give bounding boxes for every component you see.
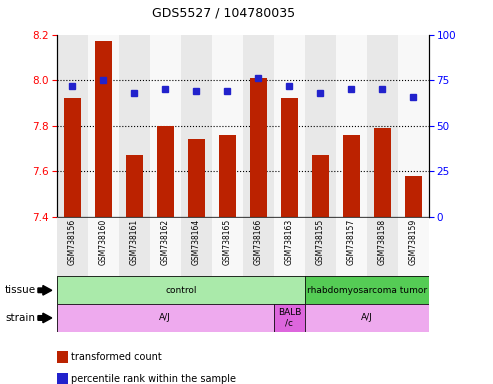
Bar <box>219 135 236 217</box>
Bar <box>57 35 88 217</box>
Bar <box>57 276 305 304</box>
Bar <box>150 217 181 276</box>
Bar <box>305 276 429 304</box>
Bar <box>188 139 205 217</box>
Bar <box>305 304 429 332</box>
Bar <box>57 217 88 276</box>
Bar <box>64 98 81 217</box>
Text: GSM738166: GSM738166 <box>254 219 263 265</box>
Text: GSM738164: GSM738164 <box>192 219 201 265</box>
Text: GSM738157: GSM738157 <box>347 219 356 265</box>
Text: GSM738161: GSM738161 <box>130 219 139 265</box>
Bar <box>405 176 422 217</box>
Bar <box>367 217 398 276</box>
Text: GDS5527 / 104780035: GDS5527 / 104780035 <box>151 6 295 19</box>
Bar <box>88 217 119 276</box>
Text: GSM738160: GSM738160 <box>99 219 108 265</box>
Text: GSM738162: GSM738162 <box>161 219 170 265</box>
Text: GSM738159: GSM738159 <box>409 219 418 265</box>
Text: strain: strain <box>5 313 35 323</box>
Bar <box>95 41 112 217</box>
Text: A/J: A/J <box>361 313 373 323</box>
Bar <box>250 78 267 217</box>
Bar <box>374 128 391 217</box>
Text: BALB
/c: BALB /c <box>278 308 301 328</box>
Text: A/J: A/J <box>159 313 171 323</box>
Text: GSM738155: GSM738155 <box>316 219 325 265</box>
Bar <box>119 217 150 276</box>
Bar <box>243 35 274 217</box>
Text: GSM738158: GSM738158 <box>378 219 387 265</box>
Bar <box>119 35 150 217</box>
Text: rhabdomyosarcoma tumor: rhabdomyosarcoma tumor <box>307 286 427 295</box>
Bar <box>126 156 143 217</box>
Bar <box>181 35 212 217</box>
Text: GSM738165: GSM738165 <box>223 219 232 265</box>
Bar <box>367 35 398 217</box>
Bar <box>398 35 429 217</box>
Bar <box>305 217 336 276</box>
Text: tissue: tissue <box>5 285 36 295</box>
Bar <box>157 126 174 217</box>
Text: control: control <box>165 286 197 295</box>
Bar <box>305 35 336 217</box>
Bar <box>312 156 329 217</box>
Bar <box>336 35 367 217</box>
Bar <box>398 217 429 276</box>
Bar <box>274 304 305 332</box>
Bar <box>181 217 212 276</box>
Bar <box>274 217 305 276</box>
Bar <box>281 98 298 217</box>
Text: GSM738156: GSM738156 <box>68 219 77 265</box>
Bar <box>212 35 243 217</box>
Bar <box>274 35 305 217</box>
Bar <box>343 135 360 217</box>
Bar <box>88 35 119 217</box>
Text: GSM738163: GSM738163 <box>285 219 294 265</box>
Bar <box>212 217 243 276</box>
Text: percentile rank within the sample: percentile rank within the sample <box>71 374 237 384</box>
Bar <box>243 217 274 276</box>
Bar <box>150 35 181 217</box>
Bar <box>57 304 274 332</box>
Bar <box>336 217 367 276</box>
Text: transformed count: transformed count <box>71 352 162 362</box>
